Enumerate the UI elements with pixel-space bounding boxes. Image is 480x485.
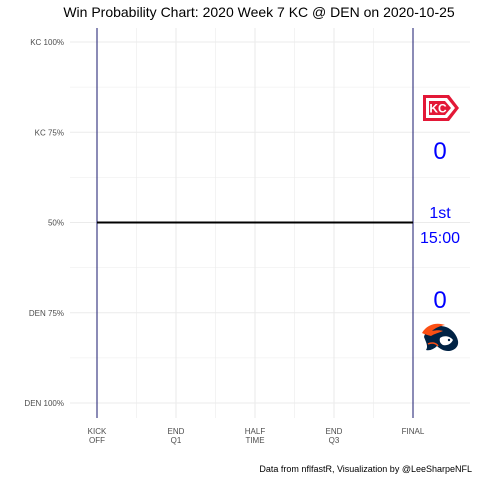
kc-score: 0 <box>433 138 446 165</box>
x-tick-label: OFF <box>89 436 105 445</box>
x-tick-label: KICK <box>88 427 107 436</box>
quarter-label: 1st <box>429 205 451 222</box>
y-tick-label: KC 75% <box>35 128 64 137</box>
svg-text:KC: KC <box>429 102 447 116</box>
x-tick-label: END <box>168 427 185 436</box>
game-clock: 15:00 <box>420 230 460 247</box>
y-tick-label: KC 100% <box>30 38 64 47</box>
chart-title: Win Probability Chart: 2020 Week 7 KC @ … <box>63 4 455 20</box>
x-tick-label: Q1 <box>171 436 182 445</box>
x-tick-label: FINAL <box>402 427 425 436</box>
x-tick-label: Q3 <box>329 436 340 445</box>
broncos-logo-icon <box>422 323 459 351</box>
x-tick-label: HALF <box>245 427 266 436</box>
y-tick-label: 50% <box>48 219 64 228</box>
y-tick-label: DEN 100% <box>24 399 64 408</box>
y-tick-label: DEN 75% <box>29 309 64 318</box>
x-tick-label: TIME <box>245 436 264 445</box>
x-tick-label: END <box>326 427 343 436</box>
den-score: 0 <box>433 287 446 314</box>
chart-caption: Data from nflfastR, Visualization by @Le… <box>259 464 472 474</box>
chiefs-logo-icon: KC <box>423 95 459 121</box>
y-tick-labels: KC 100% KC 75% 50% DEN 75% DEN 100% <box>24 38 64 408</box>
